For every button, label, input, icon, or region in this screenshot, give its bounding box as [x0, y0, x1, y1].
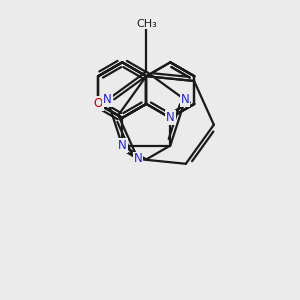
Text: N: N [181, 93, 190, 106]
Text: O: O [94, 98, 103, 110]
Text: N: N [134, 152, 142, 166]
Text: CH₃: CH₃ [136, 19, 157, 28]
Text: N: N [166, 111, 175, 124]
Text: N: N [118, 139, 127, 152]
Text: N: N [103, 93, 112, 106]
